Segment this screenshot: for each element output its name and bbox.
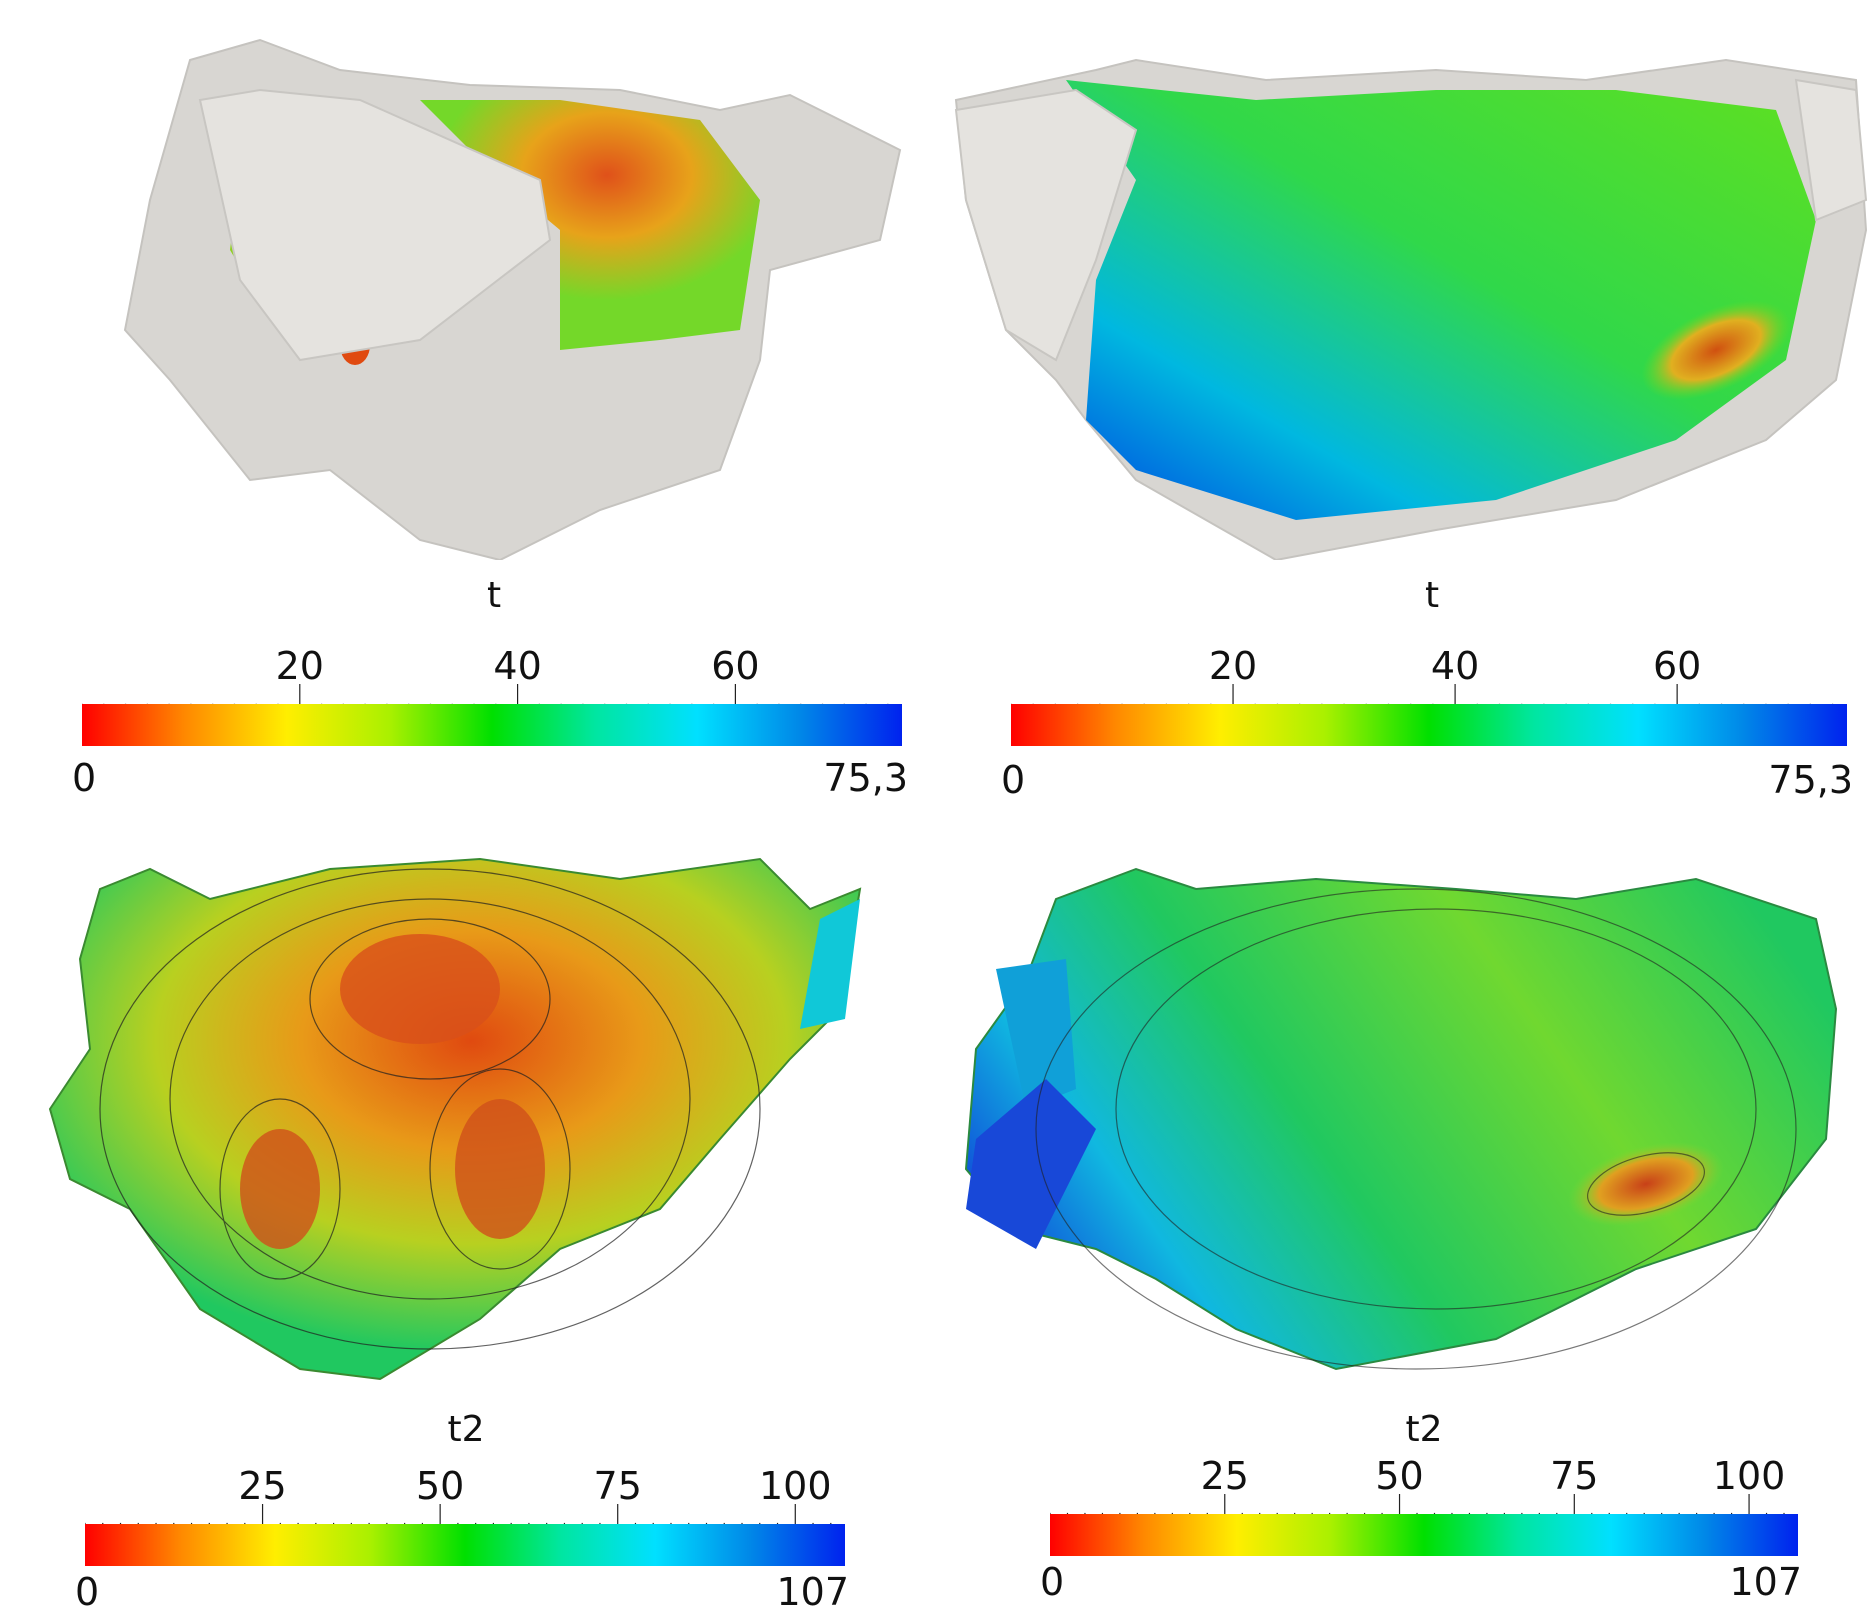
colorbar-min-label: 0 [75,1570,100,1614]
tick-label: 25 [1200,1454,1249,1498]
colorbar: 25 50 75 100 0 107 [75,1464,849,1624]
colorbar-max-label: 107 [776,1570,849,1614]
colorbar-min-label: 0 [1040,1560,1065,1604]
tick-label: 50 [1375,1454,1424,1498]
colorbar-title: t [486,575,502,616]
tick-label: 75 [1550,1454,1599,1498]
colorbar: 20 40 60 0 75,3 [72,644,908,800]
tick-label: 20 [1208,644,1258,688]
tick-label: 60 [711,644,760,688]
colorbar-gradient [85,1524,845,1566]
panel-bottom-left: t2 25 50 75 100 0 107 [0,809,936,1618]
colorbar-title: t [1424,575,1440,616]
tick-label: 50 [415,1464,465,1508]
tick-label: 40 [493,644,542,688]
colorbar-max-label: 75,3 [1768,758,1853,802]
colorbar: 25 50 75 100 0 107 [1040,1454,1802,1614]
colorbar-max-label: 107 [1729,1560,1802,1604]
colorbar-min-label: 0 [72,756,97,800]
tick-label: 40 [1430,644,1480,688]
heart-surface-top-right [954,58,1868,560]
colorbar-max-label: 75,3 [823,756,908,800]
tick-label: 100 [759,1464,832,1508]
tick-label: 75 [593,1464,642,1508]
colorbar-min-label: 0 [1001,758,1026,802]
tick-label: 25 [238,1464,287,1508]
heart-surface-bottom-right [964,867,1838,1371]
colorbar-title: t2 [1405,1409,1443,1450]
colorbar: 20 40 60 0 75,3 [1001,644,1853,802]
colorbar-gradient [82,704,902,746]
panel-top-left: t 20 40 60 0 75,3 [0,0,936,809]
heart-surface-bottom-left [48,857,862,1381]
tick-label: 20 [275,644,324,688]
tick-label: 60 [1652,644,1702,688]
panel-bottom-right: t2 25 50 75 100 0 107 [936,809,1872,1618]
panel-top-right: t 20 40 60 0 75,3 [936,0,1872,809]
colorbar-gradient [1050,1514,1798,1556]
colorbar-title: t2 [447,1409,485,1450]
tick-label: 100 [1712,1454,1786,1498]
colorbar-gradient [1011,704,1847,746]
heart-surface-top-left [123,38,902,560]
